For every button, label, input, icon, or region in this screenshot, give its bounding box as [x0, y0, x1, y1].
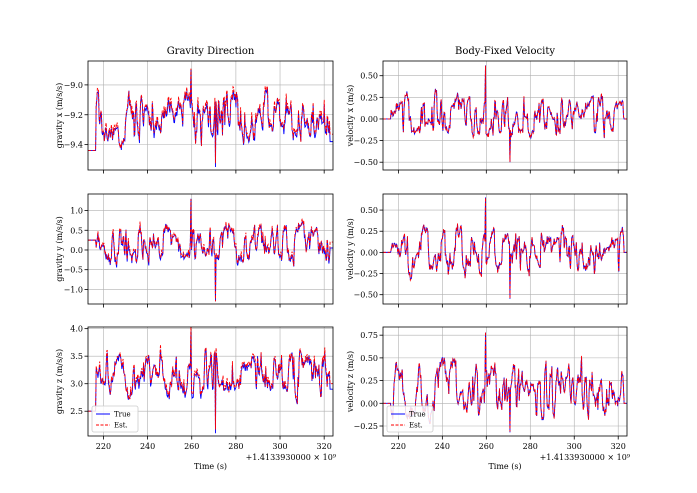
- x-tick-label: 280: [523, 442, 538, 451]
- y-axis-label: velocity z (m/s): [346, 351, 355, 413]
- y-tick-label: 0.50: [360, 206, 378, 215]
- series-est-line: [383, 331, 627, 432]
- subplot-vy: −0.50 −0.25 0.00 0.25 0.50 velocity y (m/s): [346, 193, 628, 308]
- series-est-line: [383, 197, 627, 299]
- x-tick-label: 320: [317, 442, 332, 451]
- x-axis-label: Time (s): [194, 462, 227, 471]
- y-tick-label: 1.0: [70, 207, 83, 216]
- subplot-gy: −1.0 −0.5 0.0 0.5 1.0 gravity y (m/s/s): [55, 193, 334, 308]
- y-tick-label: −0.5: [64, 266, 83, 275]
- subplot-title: Body-Fixed Velocity: [455, 46, 555, 57]
- y-tick-label: −1.0: [64, 285, 83, 294]
- axes-frame: [382, 193, 628, 305]
- y-tick-label: −9.0: [64, 81, 83, 90]
- series-est-line: [88, 68, 333, 164]
- x-tick-label: 240: [140, 442, 155, 451]
- y-tick-label: −0.50: [353, 158, 378, 167]
- legend-true-label: True: [409, 411, 426, 419]
- y-tick-label: 3.0: [70, 380, 83, 389]
- y-tick-label: 0.50: [360, 72, 378, 81]
- axes-frame: [87, 326, 334, 437]
- y-tick-label: 0.25: [360, 377, 378, 386]
- series-est-line: [383, 65, 627, 162]
- legend-est-label: Est.: [114, 422, 128, 430]
- subplot-title: Gravity Direction: [167, 46, 255, 57]
- x-tick-label: 260: [479, 442, 494, 451]
- axes-frame: [87, 193, 334, 305]
- y-axis-label: velocity x (m/s): [346, 85, 355, 148]
- x-tick-label: 220: [96, 442, 111, 451]
- x-offset-text: +1.4133930000 × 10⁹: [540, 453, 631, 462]
- subplot-gz: 220 240 260 280 300 320 2.5 3.0 3.5 4.0 gravity z …: [55, 325, 337, 471]
- axes-frame: [382, 60, 628, 171]
- x-tick-label: 220: [391, 442, 406, 451]
- y-tick-label: 0.5: [70, 226, 83, 235]
- y-tick-label: 3.5: [70, 352, 83, 361]
- y-tick-label: −9.2: [64, 111, 83, 120]
- axes-frame: [87, 60, 334, 171]
- subplot-vx: −0.50 −0.25 0.00 0.25 0.50 velocity x (m/s) Bo…: [346, 46, 628, 174]
- y-axis-label: gravity x (m/s/s): [55, 83, 64, 149]
- y-tick-label: 0.75: [360, 331, 378, 340]
- y-tick-label: −0.25: [353, 137, 378, 146]
- series-est-line: [88, 199, 333, 302]
- axes-frame: [382, 326, 628, 437]
- y-tick-label: 0.00: [360, 248, 378, 257]
- y-tick-label: 0.00: [360, 399, 378, 408]
- y-tick-label: −0.25: [353, 422, 378, 431]
- y-tick-label: 0.25: [360, 93, 378, 102]
- y-axis-label: gravity z (m/s/s): [55, 349, 64, 414]
- y-tick-label: 0.0: [70, 246, 83, 255]
- y-tick-label: −0.25: [353, 270, 378, 279]
- y-tick-label: 4.0: [70, 325, 83, 334]
- x-tick-label: 260: [184, 442, 199, 451]
- series-true-line: [383, 65, 627, 163]
- x-tick-label: 280: [228, 442, 243, 451]
- y-tick-label: 2.5: [70, 407, 83, 416]
- legend-true-label: True: [114, 411, 131, 419]
- x-axis-label: Time (s): [488, 462, 521, 471]
- x-tick-label: 320: [611, 442, 626, 451]
- x-tick-label: 300: [272, 442, 287, 451]
- y-tick-label: 0.25: [360, 227, 378, 236]
- y-tick-label: 0.00: [360, 115, 378, 124]
- y-axis-label: velocity y (m/s): [346, 218, 355, 281]
- y-tick-label: −9.4: [64, 141, 83, 150]
- y-axis-label: gravity y (m/s/s): [55, 216, 64, 282]
- x-offset-text: +1.4133930000 × 10⁹: [246, 453, 337, 462]
- legend-est-label: Est.: [409, 422, 423, 430]
- x-tick-label: 240: [435, 442, 450, 451]
- y-tick-label: 0.50: [360, 354, 378, 363]
- y-tick-label: −0.50: [353, 291, 378, 300]
- subplot-vz: 220 240 260 280 300 320 −0.25 0.00 0.25 0.50 0.75 v…: [346, 326, 631, 471]
- x-tick-label: 300: [567, 442, 582, 451]
- series-est-line: [88, 327, 333, 430]
